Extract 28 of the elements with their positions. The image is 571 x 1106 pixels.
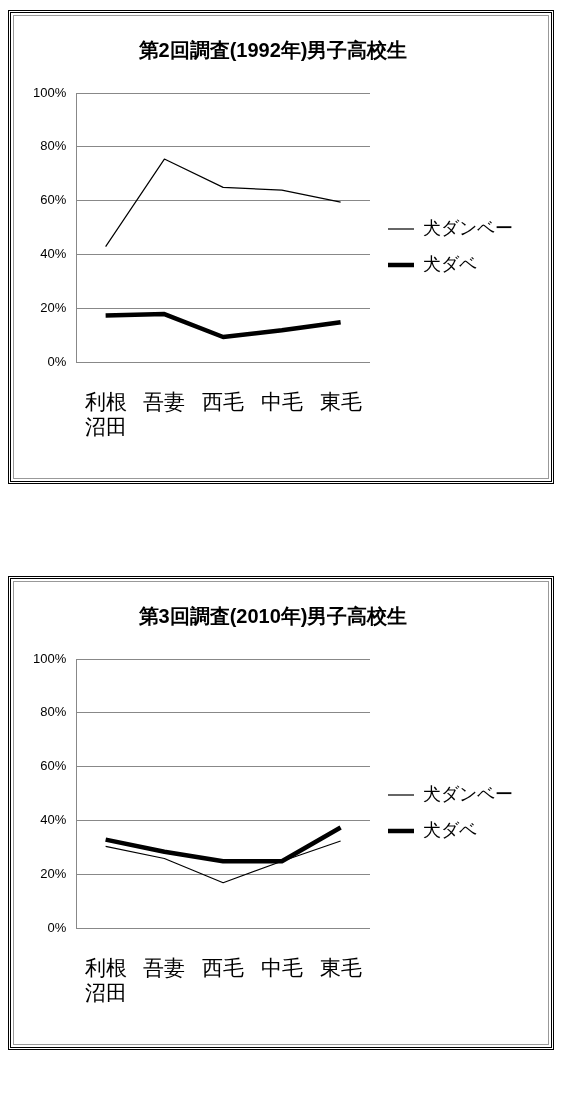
chart-title: 第3回調査(2010年)男子高校生: [137, 604, 408, 627]
y-tick-label: 20%: [40, 300, 67, 316]
x-tick-label: 利根沼田: [84, 390, 127, 439]
x-tick-label: 中毛: [260, 390, 303, 413]
y-tick-label: 80%: [40, 138, 67, 154]
legend-label: 犬ダンベー: [423, 217, 513, 238]
y-tick-label: 40%: [40, 812, 67, 828]
x-tick-label: 利根沼田: [84, 956, 127, 1005]
x-tick-label: 東毛: [319, 956, 362, 979]
x-tick-label: 吾妻: [143, 956, 186, 979]
legend-label: 犬ダンベー: [423, 783, 513, 804]
x-tick-label: 東毛: [319, 390, 362, 413]
y-tick-label: 100%: [33, 650, 67, 666]
x-tick-label: 西毛: [202, 956, 245, 979]
y-tick-label: 20%: [40, 866, 67, 882]
x-tick-label: 吾妻: [143, 390, 186, 413]
y-tick-label: 40%: [40, 246, 67, 262]
y-tick-label: 100%: [33, 84, 67, 100]
y-tick-label: 0%: [47, 920, 67, 936]
y-tick-label: 60%: [40, 192, 67, 208]
y-tick-label: 80%: [40, 704, 67, 720]
x-tick-label: 中毛: [260, 956, 303, 979]
legend-label: 犬ダベ: [423, 819, 477, 840]
y-tick-label: 0%: [47, 354, 67, 370]
x-tick-label: 西毛: [202, 390, 245, 413]
y-tick-label: 60%: [40, 758, 67, 774]
chart-title: 第2回調査(1992年)男子高校生: [137, 38, 408, 61]
legend-label: 犬ダベ: [423, 253, 477, 274]
